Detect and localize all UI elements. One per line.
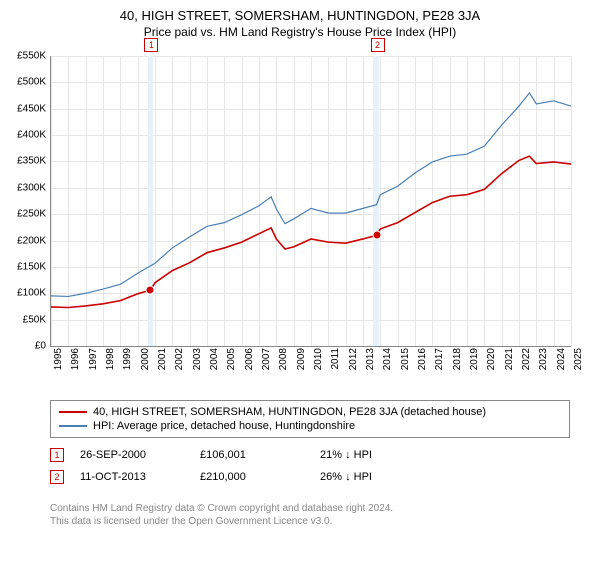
sale-dot bbox=[372, 231, 381, 240]
chart-subtitle: Price paid vs. HM Land Registry's House … bbox=[0, 25, 600, 39]
sale-marker: 1 bbox=[144, 38, 158, 52]
legend-label: HPI: Average price, detached house, Hunt… bbox=[93, 420, 355, 432]
footer-line: Contains HM Land Registry data © Crown c… bbox=[50, 502, 570, 515]
y-axis-label: £150K bbox=[2, 261, 46, 272]
footer-line: This data is licensed under the Open Gov… bbox=[50, 515, 570, 528]
transaction-row: 1 26-SEP-2000£106,00121% ↓ HPI bbox=[50, 444, 570, 466]
y-axis-label: £300K bbox=[2, 182, 46, 193]
transaction-row: 2 11-OCT-2013£210,00026% ↓ HPI bbox=[50, 466, 570, 488]
series-price-paid bbox=[51, 156, 571, 307]
sale-dot bbox=[146, 286, 155, 295]
y-axis-label: £100K bbox=[2, 288, 46, 299]
tx-delta: 21% ↓ HPI bbox=[320, 449, 440, 461]
x-axis-label: 2025 bbox=[573, 348, 600, 378]
chart-lines bbox=[51, 56, 571, 346]
tx-delta: 26% ↓ HPI bbox=[320, 471, 440, 483]
tx-marker: 1 bbox=[50, 448, 64, 462]
y-axis-label: £200K bbox=[2, 235, 46, 246]
chart-title: 40, HIGH STREET, SOMERSHAM, HUNTINGDON, … bbox=[0, 8, 600, 23]
legend-row: HPI: Average price, detached house, Hunt… bbox=[59, 419, 561, 433]
y-axis-label: £250K bbox=[2, 209, 46, 220]
tx-date: 26-SEP-2000 bbox=[80, 449, 200, 461]
footer: Contains HM Land Registry data © Crown c… bbox=[50, 502, 570, 528]
y-axis-label: £550K bbox=[2, 51, 46, 62]
legend: 40, HIGH STREET, SOMERSHAM, HUNTINGDON, … bbox=[50, 400, 570, 438]
y-axis-label: £0 bbox=[2, 341, 46, 352]
y-axis-label: £450K bbox=[2, 103, 46, 114]
legend-swatch bbox=[59, 425, 87, 427]
chart-area: 12 bbox=[50, 56, 571, 347]
legend-swatch bbox=[59, 411, 87, 413]
legend-label: 40, HIGH STREET, SOMERSHAM, HUNTINGDON, … bbox=[93, 406, 486, 418]
tx-price: £210,000 bbox=[200, 471, 320, 483]
y-axis-label: £500K bbox=[2, 77, 46, 88]
transaction-table: 1 26-SEP-2000£106,00121% ↓ HPI 2 11-OCT-201… bbox=[50, 444, 570, 488]
tx-date: 11-OCT-2013 bbox=[80, 471, 200, 483]
y-axis-label: £400K bbox=[2, 130, 46, 141]
y-axis-label: £50K bbox=[2, 314, 46, 325]
tx-price: £106,001 bbox=[200, 449, 320, 461]
tx-marker: 2 bbox=[50, 470, 64, 484]
page: 40, HIGH STREET, SOMERSHAM, HUNTINGDON, … bbox=[0, 8, 600, 568]
y-axis-label: £350K bbox=[2, 156, 46, 167]
legend-row: 40, HIGH STREET, SOMERSHAM, HUNTINGDON, … bbox=[59, 405, 561, 419]
sale-marker: 2 bbox=[371, 38, 385, 52]
series-hpi bbox=[51, 93, 571, 297]
